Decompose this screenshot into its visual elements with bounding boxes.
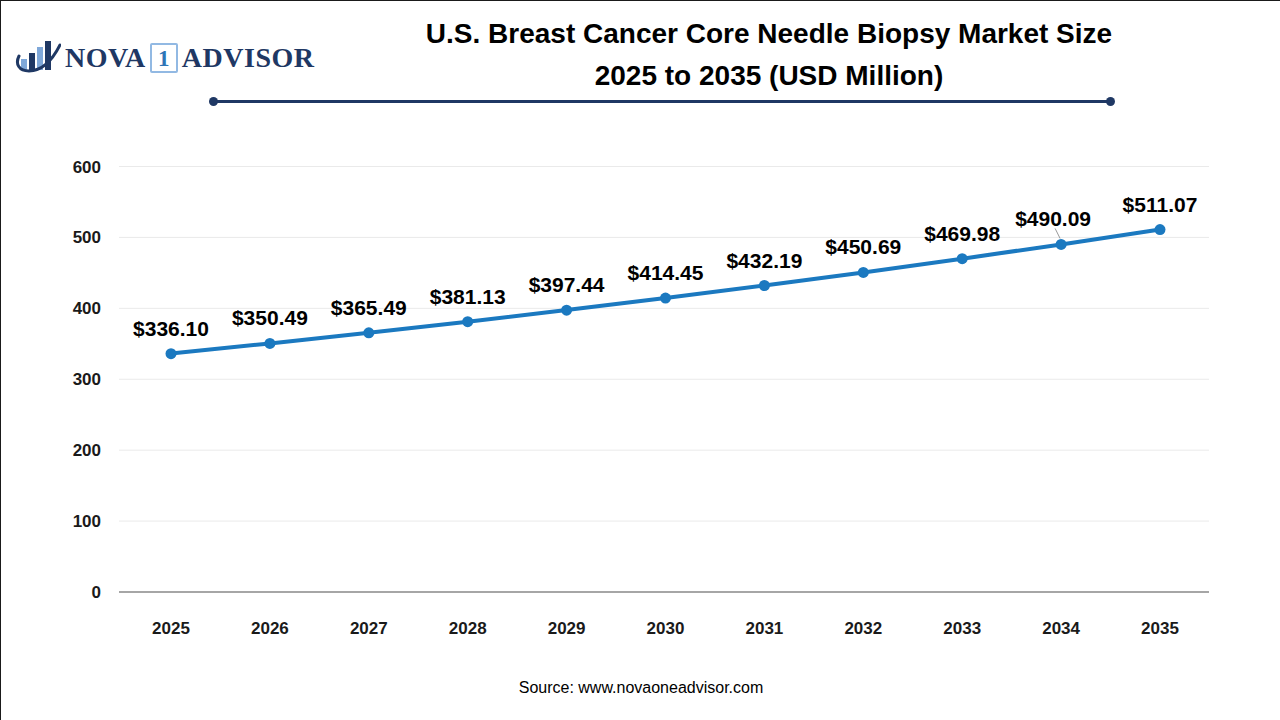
series-line <box>171 230 1160 354</box>
x-tick-label: 2034 <box>1042 619 1080 638</box>
data-point <box>462 316 473 327</box>
x-tick-label: 2027 <box>350 619 388 638</box>
chart-page: NOVA 1 ADVISOR U.S. Breast Cancer Core N… <box>0 0 1280 720</box>
y-tick-label: 600 <box>73 158 101 177</box>
data-point <box>759 280 770 291</box>
y-tick-label: 200 <box>73 441 101 460</box>
x-tick-label: 2029 <box>548 619 586 638</box>
data-point-label: $450.69 <box>825 235 901 258</box>
data-point-label: $397.44 <box>529 273 605 296</box>
data-point <box>660 293 671 304</box>
x-tick-label: 2026 <box>251 619 289 638</box>
data-point-label: $511.07 <box>1123 193 1198 216</box>
data-point-label: $350.49 <box>232 306 308 329</box>
data-point-label: $490.09 <box>1015 207 1091 230</box>
data-point-label: $469.98 <box>924 222 1000 245</box>
data-point <box>363 327 374 338</box>
data-point <box>166 348 177 359</box>
data-point-label: $336.10 <box>133 317 209 340</box>
data-point <box>264 338 275 349</box>
data-point-label: $381.13 <box>430 285 506 308</box>
x-tick-label: 2035 <box>1141 619 1179 638</box>
x-tick-label: 2032 <box>844 619 882 638</box>
chart-canvas: 0 100 200 300 400 500 600 2025 2026 2027 2028 2029 2… <box>1 1 1280 720</box>
y-tick-label: 100 <box>73 512 101 531</box>
data-point-label: $432.19 <box>726 249 802 272</box>
y-tick-label: 500 <box>73 228 101 247</box>
source-attribution: Source: www.novaoneadvisor.com <box>1 679 1280 697</box>
x-tick-label: 2030 <box>647 619 685 638</box>
data-point <box>1056 239 1067 250</box>
x-tick-label: 2033 <box>943 619 981 638</box>
y-tick-label: 400 <box>73 299 101 318</box>
x-tick-label: 2031 <box>745 619 783 638</box>
data-point <box>957 253 968 264</box>
x-tick-label: 2025 <box>152 619 190 638</box>
data-point-label: $365.49 <box>331 296 407 319</box>
data-point-label: $414.45 <box>628 261 704 284</box>
y-tick-label: 0 <box>92 583 101 602</box>
data-point <box>1155 224 1166 235</box>
data-point <box>561 305 572 316</box>
x-tick-label: 2028 <box>449 619 487 638</box>
data-point <box>858 267 869 278</box>
y-tick-label: 300 <box>73 370 101 389</box>
